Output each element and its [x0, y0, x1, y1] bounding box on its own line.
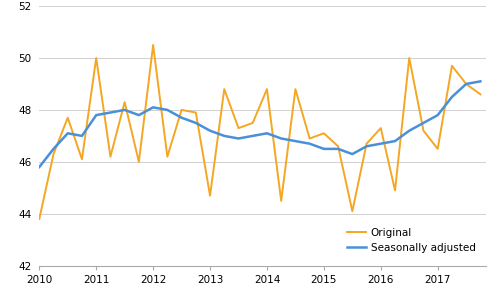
- Seasonally adjusted: [407, 129, 412, 133]
- Seasonally adjusted: [321, 147, 327, 151]
- Original: [79, 157, 85, 161]
- Seasonally adjusted: [264, 131, 270, 135]
- Seasonally adjusted: [449, 95, 455, 99]
- Seasonally adjusted: [420, 121, 426, 125]
- Seasonally adjusted: [179, 116, 185, 120]
- Original: [378, 126, 384, 130]
- Original: [207, 194, 213, 198]
- Seasonally adjusted: [51, 147, 56, 151]
- Original: [293, 87, 299, 91]
- Seasonally adjusted: [463, 82, 469, 86]
- Seasonally adjusted: [477, 79, 483, 83]
- Seasonally adjusted: [93, 113, 99, 117]
- Seasonally adjusted: [392, 139, 398, 143]
- Original: [407, 56, 412, 60]
- Seasonally adjusted: [307, 142, 313, 146]
- Original: [221, 87, 227, 91]
- Original: [51, 152, 56, 156]
- Original: [264, 87, 270, 91]
- Original: [108, 155, 113, 159]
- Seasonally adjusted: [122, 108, 128, 112]
- Seasonally adjusted: [250, 134, 256, 138]
- Legend: Original, Seasonally adjusted: Original, Seasonally adjusted: [342, 222, 481, 258]
- Seasonally adjusted: [236, 137, 242, 140]
- Original: [463, 82, 469, 86]
- Original: [307, 137, 313, 140]
- Original: [321, 131, 327, 135]
- Seasonally adjusted: [36, 165, 42, 169]
- Original: [179, 108, 185, 112]
- Original: [435, 147, 440, 151]
- Original: [164, 155, 170, 159]
- Seasonally adjusted: [164, 108, 170, 112]
- Seasonally adjusted: [350, 152, 355, 156]
- Seasonally adjusted: [193, 121, 199, 125]
- Original: [477, 92, 483, 96]
- Original: [193, 111, 199, 114]
- Original: [150, 43, 156, 47]
- Seasonally adjusted: [278, 137, 284, 140]
- Original: [364, 142, 370, 146]
- Seasonally adjusted: [378, 142, 384, 146]
- Seasonally adjusted: [207, 129, 213, 133]
- Original: [350, 209, 355, 213]
- Seasonally adjusted: [221, 134, 227, 138]
- Seasonally adjusted: [136, 113, 142, 117]
- Original: [449, 64, 455, 68]
- Seasonally adjusted: [79, 134, 85, 138]
- Seasonally adjusted: [108, 111, 113, 114]
- Seasonally adjusted: [364, 144, 370, 148]
- Seasonally adjusted: [435, 113, 440, 117]
- Original: [93, 56, 99, 60]
- Line: Original: Original: [39, 45, 480, 219]
- Seasonally adjusted: [293, 139, 299, 143]
- Seasonally adjusted: [335, 147, 341, 151]
- Seasonally adjusted: [150, 105, 156, 109]
- Original: [335, 144, 341, 148]
- Line: Seasonally adjusted: Seasonally adjusted: [39, 81, 480, 167]
- Original: [420, 129, 426, 133]
- Original: [278, 199, 284, 203]
- Original: [250, 121, 256, 125]
- Original: [65, 116, 71, 120]
- Original: [36, 217, 42, 221]
- Original: [136, 160, 142, 164]
- Original: [236, 126, 242, 130]
- Original: [122, 100, 128, 104]
- Original: [392, 189, 398, 192]
- Seasonally adjusted: [65, 131, 71, 135]
